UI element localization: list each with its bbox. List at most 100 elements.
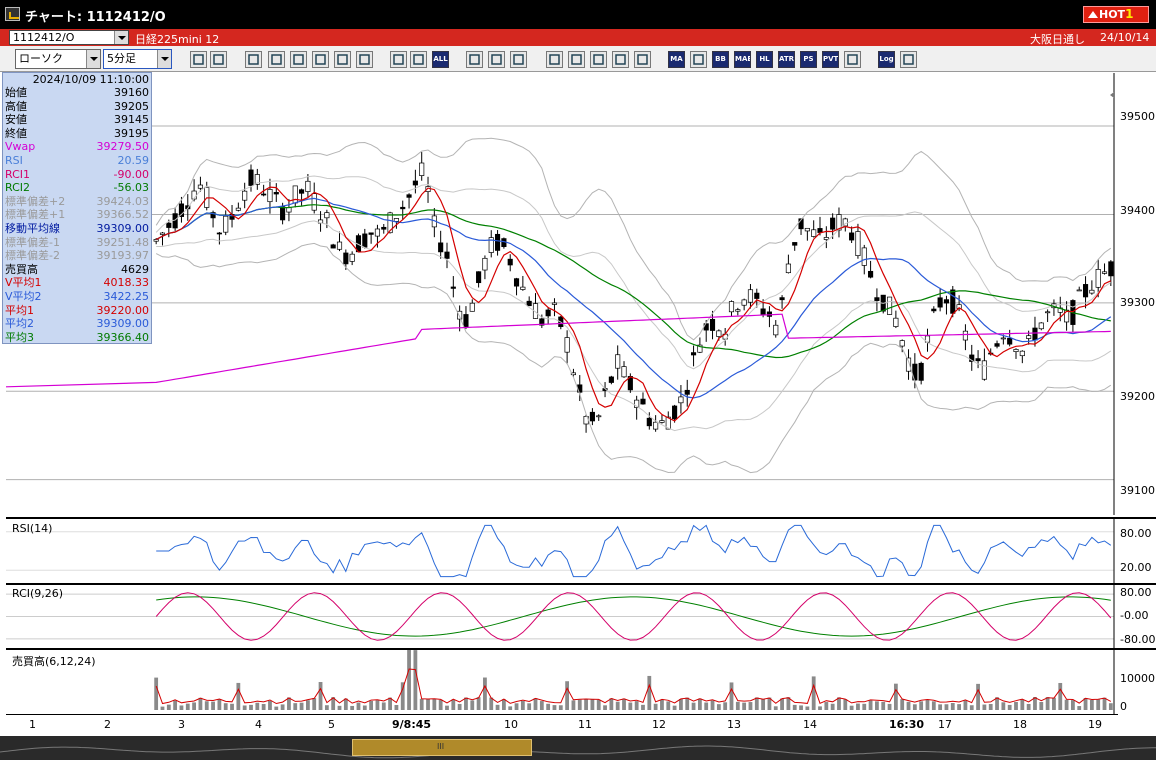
data-window[interactable]: 2024/10/09 11:10:00 始値 39160 高値 39205 安値 3914… (2, 72, 152, 344)
scroll-thumb[interactable] (352, 739, 532, 756)
period-select[interactable]: 5分足 (103, 49, 172, 69)
log-button[interactable]: Log (878, 51, 895, 68)
volume-bar (748, 702, 753, 710)
rci-panel[interactable]: RCI(9,26) 80.00 -0.00 -80.00 (6, 585, 1156, 648)
panel-divider[interactable] (6, 517, 1156, 519)
wrench-icon[interactable] (488, 51, 505, 68)
volume-bar (1014, 701, 1018, 710)
data-row-value: 39366.40 (96, 330, 150, 344)
price-chart[interactable] (6, 73, 1156, 515)
volume-bar (754, 697, 759, 710)
data-row: 標準偏差+1 39366.52 (5, 208, 149, 222)
volume-bar (419, 698, 424, 710)
data-row-value: -56.03 (113, 181, 149, 195)
ma-button[interactable]: MA (668, 51, 685, 68)
data-row-label: 移動平均線 (5, 222, 60, 235)
panel-divider[interactable] (6, 648, 1156, 650)
volume-bar (407, 650, 411, 710)
chart-area[interactable]: 39500 39400 39300 39200 39100 RSI(14) 80… (6, 73, 1156, 715)
volume-bar (666, 701, 671, 710)
mae-button[interactable]: MAE (734, 51, 751, 68)
price-scale-label: 39100 (1120, 484, 1155, 497)
chevron-down-icon[interactable] (157, 50, 171, 68)
data-row-value: 39424.03 (96, 194, 150, 208)
candle-body (1082, 284, 1089, 298)
volume-bar (622, 698, 626, 710)
time-scrollbar[interactable] (0, 736, 1156, 760)
grid-icon[interactable] (210, 51, 227, 68)
volume-bar (805, 706, 810, 710)
data-datetime: 2024/10/09 11:10:00 (32, 73, 149, 86)
candle-body (1013, 349, 1019, 352)
data-row-label: 高値 (5, 99, 27, 113)
chart-type-value: ローソク (19, 52, 63, 65)
pvt-button[interactable]: PVT (822, 51, 839, 68)
panel-divider[interactable] (6, 583, 1156, 585)
hl-button[interactable]: HL (756, 51, 773, 68)
candle-a-icon[interactable] (390, 51, 407, 68)
atr-button[interactable]: ATR (778, 51, 795, 68)
pen-icon[interactable] (245, 51, 262, 68)
disabled-icon[interactable] (634, 51, 651, 68)
indicator-a-icon[interactable] (590, 51, 607, 68)
candle-body (735, 309, 741, 312)
pin-tool-icon[interactable] (546, 51, 563, 68)
bb-button[interactable]: BB (712, 51, 729, 68)
mr-button[interactable] (690, 51, 707, 68)
volume-bar (558, 705, 563, 710)
hot-button[interactable]: HOT1 (1083, 6, 1149, 23)
export-icon[interactable] (900, 51, 917, 68)
volume-bar (963, 700, 968, 710)
rsi-panel[interactable]: RSI(14) 80.00 20.00 (6, 519, 1156, 583)
line-tool-icon[interactable] (268, 51, 285, 68)
candle-body (994, 343, 1000, 347)
candle-body (596, 415, 602, 418)
magnify-icon[interactable] (568, 51, 585, 68)
volume-bar (1026, 703, 1031, 710)
candle-body (1076, 289, 1082, 292)
chart-type-select[interactable]: ローソク (15, 49, 101, 69)
time-axis[interactable]: 1 2 3 4 5 9/8:45 10 11 12 13 14 16:30 17 18 19 (6, 714, 1118, 736)
cursor-icon[interactable] (290, 51, 307, 68)
settings-icon[interactable] (466, 51, 483, 68)
rsi-scale-label: 80.00 (1120, 527, 1152, 540)
volume-bar (306, 700, 310, 710)
pin-icon (1088, 11, 1098, 18)
zoom-icon[interactable] (190, 51, 207, 68)
time-tick-label: 3 (178, 718, 185, 731)
symbol-select[interactable]: 1112412/O (9, 30, 129, 45)
candle-body (469, 302, 475, 312)
volume-panel[interactable]: 売買高(6,12,24) 10000 0 (6, 650, 1156, 714)
candle-body (362, 233, 368, 248)
data-row-label: Vwap (5, 140, 36, 154)
volume-bar (571, 700, 576, 710)
print-icon[interactable] (356, 51, 373, 68)
copy-icon[interactable] (334, 51, 351, 68)
chevron-down-icon[interactable] (86, 50, 100, 68)
candle-body (798, 218, 804, 230)
undo-icon[interactable] (312, 51, 329, 68)
volume-chart[interactable] (6, 650, 1156, 714)
candle-body (381, 226, 387, 230)
volume-bar (1007, 704, 1012, 710)
ps-button[interactable]: PS (800, 51, 817, 68)
volume-bar (862, 703, 867, 710)
volume-bar (438, 699, 443, 710)
volume-bar (223, 703, 228, 710)
volume-bar (976, 683, 980, 710)
color-icon[interactable] (510, 51, 527, 68)
time-tick-label: 4 (255, 718, 262, 731)
data-row: RCI2 -56.03 (5, 181, 149, 195)
rci-chart[interactable] (6, 585, 1156, 648)
volume-bar (1058, 682, 1063, 710)
volume-bar (274, 706, 279, 710)
candle-b-icon[interactable] (410, 51, 427, 68)
indicator-b-icon[interactable] (612, 51, 629, 68)
all-button[interactable]: ALL (432, 51, 449, 68)
window-icon[interactable] (844, 51, 861, 68)
rsi-chart[interactable] (6, 519, 1156, 583)
chevron-down-icon[interactable] (114, 31, 128, 44)
volume-bar (849, 705, 854, 710)
price-panel[interactable]: 39500 39400 39300 39200 39100 (6, 73, 1156, 515)
volume-bar (641, 704, 645, 710)
